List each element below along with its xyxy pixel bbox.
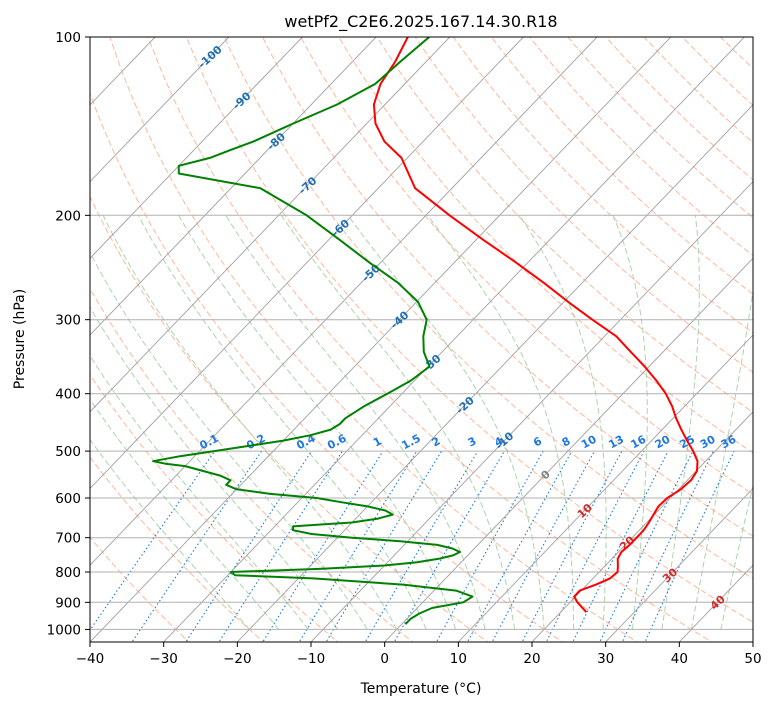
y-tick-label: 100 bbox=[55, 30, 81, 46]
isotherm-line bbox=[90, 37, 230, 183]
isotherm-line bbox=[90, 37, 598, 566]
isotherm-line bbox=[90, 37, 304, 259]
dry-adiabat-line bbox=[90, 195, 489, 642]
isotherm-line bbox=[236, 104, 753, 642]
x-tick-label: −40 bbox=[76, 651, 105, 667]
isotherm-line bbox=[310, 180, 753, 642]
dry-adiabat-line bbox=[376, 37, 753, 413]
isotherm-line bbox=[383, 257, 753, 642]
moist-adiabat-line bbox=[347, 215, 545, 630]
pressure-gridlines bbox=[90, 37, 753, 630]
x-tick-label: 20 bbox=[523, 651, 540, 667]
mixing-ratio-line bbox=[185, 450, 313, 642]
temperature-profile-line bbox=[372, 37, 699, 613]
mixing-ratio-line bbox=[644, 450, 735, 642]
y-tick-label: 600 bbox=[55, 491, 81, 507]
isotherm-line bbox=[90, 37, 672, 642]
isotherm-line bbox=[531, 411, 753, 642]
x-tick-label: −30 bbox=[149, 651, 178, 667]
mixing-ratio-line bbox=[364, 450, 479, 642]
x-tick-label: 40 bbox=[671, 651, 688, 667]
mixing-ratio-line bbox=[621, 450, 714, 642]
mixing-ratio-label: 16 bbox=[629, 433, 649, 452]
y-tick-label: 500 bbox=[55, 444, 81, 460]
isotherm-line bbox=[162, 37, 746, 642]
mixing-ratio-label: 30 bbox=[698, 433, 718, 452]
moist-adiabat-line bbox=[90, 306, 339, 630]
x-tick-label: 30 bbox=[597, 651, 614, 667]
mixing-ratio-line bbox=[393, 450, 505, 642]
dry-adiabat-line bbox=[223, 37, 753, 580]
profile-series bbox=[152, 37, 699, 625]
dry-adiabat-line bbox=[90, 456, 265, 642]
mixing-ratio-label: 36 bbox=[719, 433, 739, 452]
x-axis: −40 −30 −20 −10 0 10 20 30 40 50 bbox=[76, 642, 762, 667]
x-tick-label: 50 bbox=[744, 651, 761, 667]
isotherm-line bbox=[457, 334, 753, 642]
mixing-ratio-label: 13 bbox=[606, 433, 626, 452]
y-tick-label: 900 bbox=[55, 595, 81, 611]
dry-adiabat-line bbox=[300, 37, 753, 495]
mixing-ratio-line bbox=[521, 450, 623, 642]
y-tick-label: 700 bbox=[55, 531, 81, 547]
mixing-ratio-line bbox=[298, 450, 418, 642]
y-axis-label: Pressure (hPa) bbox=[12, 289, 28, 389]
y-tick-label: 1000 bbox=[47, 622, 81, 638]
moist-adiabat-line bbox=[690, 287, 753, 630]
dewpoint-profile-line bbox=[152, 37, 474, 625]
x-axis-label: Temperature (°C) bbox=[360, 681, 482, 697]
chart-title: wetPf2_C2E6.2025.167.14.30.R18 bbox=[284, 12, 557, 32]
y-tick-label: 800 bbox=[55, 565, 81, 581]
y-tick-label: 200 bbox=[55, 208, 81, 224]
isotherm-line bbox=[604, 487, 753, 642]
x-tick-label: 0 bbox=[380, 651, 389, 667]
plot-frame bbox=[89, 36, 754, 643]
mixing-ratio-line bbox=[90, 450, 216, 632]
dry-adiabat-line bbox=[452, 37, 753, 334]
mixing-ratio-label: 10 bbox=[579, 433, 599, 452]
moist-adiabat-line bbox=[102, 215, 398, 630]
mixing-ratio-line bbox=[491, 450, 595, 642]
dry-adiabat-line bbox=[338, 37, 753, 454]
isotherms bbox=[90, 37, 753, 642]
isotherm-line bbox=[90, 37, 525, 490]
mixing-ratio-line bbox=[545, 450, 645, 642]
y-tick-label: 400 bbox=[55, 387, 81, 403]
mixing-ratio-label: 20 bbox=[653, 433, 673, 452]
moist-adiabat-line bbox=[225, 215, 486, 630]
x-tick-label: −20 bbox=[223, 651, 252, 667]
dry-adiabat-line bbox=[147, 37, 713, 642]
x-tick-label: −10 bbox=[297, 651, 326, 667]
plot-area: 0.1 0.2 0.4 0.6 1 1.5 2 3 4 6 8 10 13 16 20 25 30 36-100-… bbox=[90, 37, 753, 642]
y-tick-label: 300 bbox=[55, 313, 81, 329]
moist-adiabat-line bbox=[720, 483, 753, 630]
mixing-ratio-line bbox=[218, 450, 343, 642]
y-axis: 100 200 300 400 500 600 700 800 900 1000 bbox=[47, 30, 90, 638]
x-tick-label: 10 bbox=[450, 651, 467, 667]
isotherm-line bbox=[90, 37, 451, 413]
isotherm-line bbox=[90, 37, 377, 336]
